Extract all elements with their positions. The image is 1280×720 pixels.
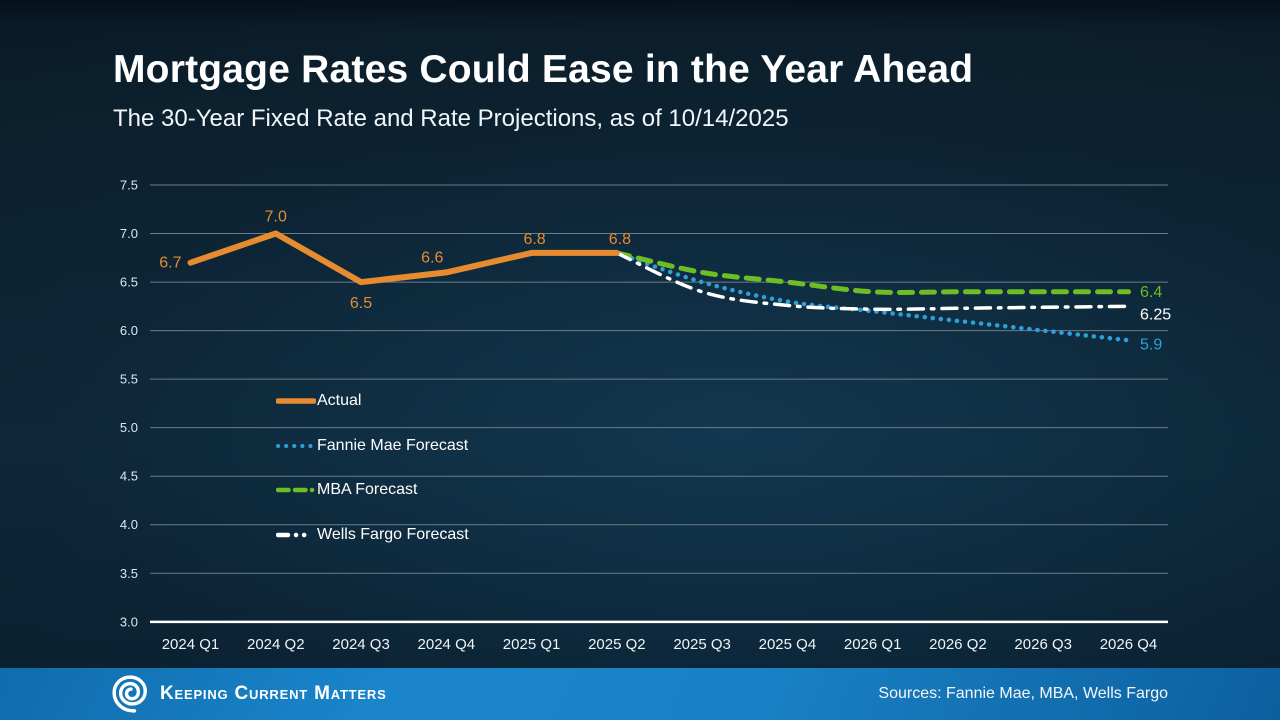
footer-bar: Keeping Current Matters Sources: Fannie … xyxy=(0,668,1280,720)
end-label-fannie-mae-forecast: 5.9 xyxy=(1140,336,1162,353)
series-line-actual xyxy=(187,230,620,286)
legend-item-actual: Actual xyxy=(276,379,469,424)
brand-lockup: Keeping Current Matters xyxy=(112,675,387,713)
point-label: 6.6 xyxy=(421,249,443,266)
x-axis-label: 2025 Q1 xyxy=(503,636,561,653)
kcm-swirl-icon xyxy=(112,675,147,713)
x-axis-label: 2025 Q4 xyxy=(759,636,817,653)
y-axis-label: 3.5 xyxy=(120,566,138,581)
legend-swatch xyxy=(276,443,316,448)
point-label: 6.8 xyxy=(609,231,631,248)
page-title: Mortgage Rates Could Ease in the Year Ah… xyxy=(113,48,974,91)
chart-legend: Actual Fannie Mae Forecast MBA Forecast Wel… xyxy=(276,379,469,557)
legend-item-wells-fargo-forecast: Wells Fargo Forecast xyxy=(276,513,469,558)
legend-item-mba-forecast: MBA Forecast xyxy=(276,468,469,513)
x-axis-label: 2024 Q4 xyxy=(418,636,476,653)
end-label-wells-fargo-forecast: 6.25 xyxy=(1140,306,1171,323)
y-axis-label: 5.0 xyxy=(120,420,138,435)
x-axis-label: 2026 Q2 xyxy=(929,636,987,653)
series-line-mba-forecast xyxy=(614,250,1131,296)
series-line-fannie-mae-forecast xyxy=(614,250,1131,343)
y-axis-label: 6.5 xyxy=(120,275,138,290)
legend-label: Wells Fargo Forecast xyxy=(317,525,469,543)
x-axis-label: 2026 Q3 xyxy=(1014,636,1072,653)
legend-item-fannie-mae-forecast: Fannie Mae Forecast xyxy=(276,424,469,469)
rate-line-chart: 7.5 7.0 6.5 6.0 5.5 5.0 4.5 4.0 3.5 3.0 2024 Q1 202… xyxy=(120,178,1171,654)
x-axis-label: 2025 Q2 xyxy=(588,636,646,653)
y-axis-label: 7.0 xyxy=(120,226,138,241)
sources-text: Sources: Fannie Mae, MBA, Wells Fargo xyxy=(878,685,1168,702)
x-axis-label: 2026 Q1 xyxy=(844,636,902,653)
x-axis-label: 2025 Q3 xyxy=(673,636,731,653)
end-label-mba-forecast: 6.4 xyxy=(1140,284,1162,301)
legend-label: Actual xyxy=(317,392,362,410)
legend-label: Fannie Mae Forecast xyxy=(317,436,469,454)
legend-swatch xyxy=(276,488,316,493)
y-axis-label: 7.5 xyxy=(120,178,138,193)
brand-name: Keeping Current Matters xyxy=(160,683,387,704)
y-axis-label: 5.5 xyxy=(120,372,138,387)
point-label: 6.8 xyxy=(523,231,545,248)
y-axis-label: 4.0 xyxy=(120,517,138,532)
series-line-wells-fargo-forecast xyxy=(615,251,1131,312)
legend-swatch xyxy=(276,398,316,404)
point-label: 7.0 xyxy=(265,209,287,226)
x-axis-label: 2024 Q1 xyxy=(162,636,220,653)
y-axis-label: 3.0 xyxy=(120,614,138,629)
x-axis-label: 2024 Q3 xyxy=(332,636,390,653)
legend-label: MBA Forecast xyxy=(317,481,418,499)
x-axis-label: 2026 Q4 xyxy=(1100,636,1158,653)
point-label: 6.7 xyxy=(159,255,181,272)
y-axis-label: 4.5 xyxy=(120,469,138,484)
page-subtitle: The 30-Year Fixed Rate and Rate Projecti… xyxy=(113,105,789,132)
y-axis-label: 6.0 xyxy=(120,323,138,338)
point-label: 6.5 xyxy=(350,295,372,312)
legend-swatch xyxy=(276,532,316,537)
x-axis-label: 2024 Q2 xyxy=(247,636,305,653)
